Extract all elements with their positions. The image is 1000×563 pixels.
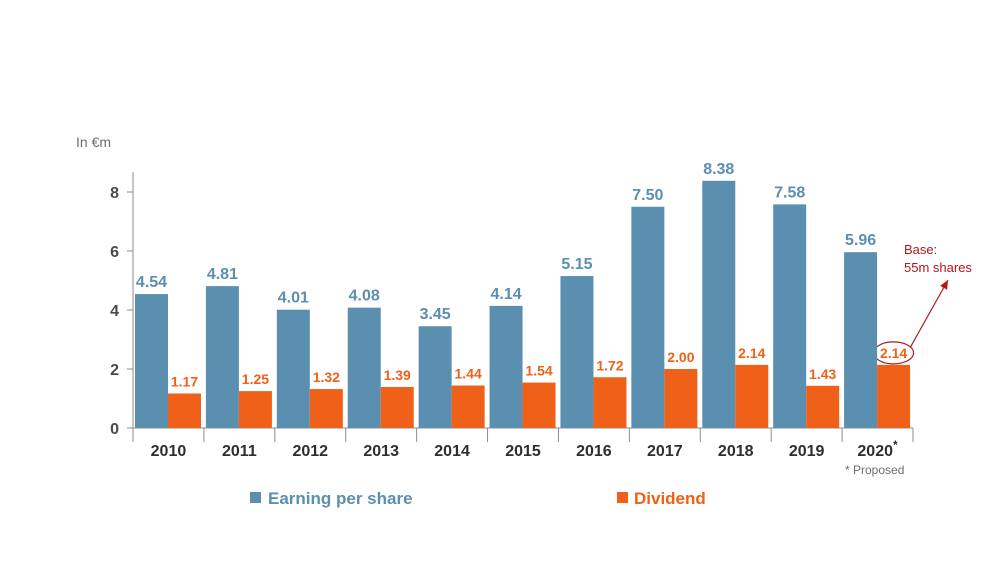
x-tick-label: 2014	[434, 443, 470, 460]
bar-dividend	[238, 391, 272, 428]
bar-earning-per-share	[773, 204, 807, 428]
data-label-earning-per-share: 4.54	[136, 274, 167, 291]
x-tick-label: 2018	[718, 443, 754, 460]
legend-label-dividend: Dividend	[634, 489, 706, 508]
bar-dividend	[593, 377, 627, 428]
data-label-dividend: 1.25	[242, 371, 269, 387]
legend-swatch-earning-per-share	[250, 492, 261, 503]
bar-dividend	[522, 382, 556, 428]
data-label-dividend: 1.32	[313, 369, 340, 385]
x-tick-label: 2012	[292, 443, 328, 460]
bar-dividend	[806, 385, 840, 428]
legend-label-earning-per-share: Earning per share	[268, 489, 413, 508]
data-label-dividend: 2.14	[738, 345, 765, 361]
legend-swatch-dividend	[617, 492, 628, 503]
bar-earning-per-share	[418, 326, 452, 428]
x-tick-label: 2015	[505, 443, 541, 460]
data-label-earning-per-share: 4.01	[278, 290, 309, 307]
data-label-earning-per-share: 7.58	[774, 184, 805, 201]
footnote: * Proposed	[845, 463, 904, 477]
bar-earning-per-share	[135, 294, 168, 428]
annotation: Base: 55m shares	[872, 242, 972, 365]
bar-earning-per-share	[631, 206, 665, 428]
bar-dividend	[451, 385, 485, 428]
data-label-dividend: 2.00	[667, 349, 694, 365]
data-label-dividend: 1.44	[455, 366, 482, 382]
data-label-earning-per-share: 5.15	[561, 256, 592, 273]
bar-dividend	[664, 369, 698, 428]
bar-earning-per-share	[560, 276, 594, 428]
y-tick-label: 4	[110, 303, 119, 320]
y-tick-label: 2	[110, 362, 119, 379]
bar-dividend	[168, 393, 201, 428]
y-tick-label: 8	[110, 185, 119, 202]
data-label-dividend: 1.43	[809, 366, 836, 382]
data-label-earning-per-share: 5.96	[845, 232, 876, 249]
bar-earning-per-share	[844, 252, 878, 428]
x-tick-label: 2017	[647, 443, 683, 460]
legend: Earning per share Dividend	[250, 489, 706, 508]
data-label-earning-per-share: 7.50	[632, 187, 663, 204]
bar-dividend	[380, 386, 414, 428]
x-tick-label: 2013	[363, 443, 399, 460]
annotation-arrow-line	[910, 279, 949, 348]
x-tick-label: 2016	[576, 443, 612, 460]
y-tick-label: 0	[110, 421, 119, 438]
data-label-dividend: 1.72	[596, 357, 623, 373]
x-tick-label: 2019	[789, 443, 825, 460]
bar-earning-per-share	[276, 309, 310, 428]
bar-dividend	[309, 389, 343, 428]
bar-earning-per-share	[702, 180, 736, 428]
data-label-dividend: 1.39	[384, 367, 411, 383]
x-tick-label: 2020*	[857, 438, 898, 460]
x-tick-label: 2011	[222, 443, 257, 460]
bar-earning-per-share	[347, 307, 381, 428]
data-label-earning-per-share: 4.08	[349, 288, 380, 305]
bar-earning-per-share	[205, 286, 239, 428]
annotation-line-2: 55m shares	[904, 260, 972, 275]
data-label-dividend: 2.14	[880, 345, 907, 361]
data-label-earning-per-share: 4.81	[207, 266, 238, 283]
data-label-earning-per-share: 4.14	[490, 286, 521, 303]
bar-earning-per-share	[489, 305, 523, 428]
x-tick-label: 2010	[151, 443, 187, 460]
unit-label: In €m	[76, 134, 111, 150]
data-label-dividend: 1.54	[525, 363, 552, 379]
bar-dividend	[877, 364, 911, 428]
y-tick-label: 6	[110, 244, 119, 261]
bars: 2010 4.54 1.17 2011 4.81 1.25 2012 4.01 1.32 2013…	[135, 161, 911, 460]
x-tick-footnote-marker: *	[893, 438, 898, 452]
bar-dividend	[735, 364, 769, 428]
data-label-earning-per-share: 8.38	[703, 161, 734, 178]
annotation-line-1: Base:	[904, 242, 937, 257]
annotation-arrowhead	[940, 280, 948, 290]
data-label-dividend: 1.17	[171, 373, 198, 389]
data-label-earning-per-share: 3.45	[420, 306, 451, 323]
